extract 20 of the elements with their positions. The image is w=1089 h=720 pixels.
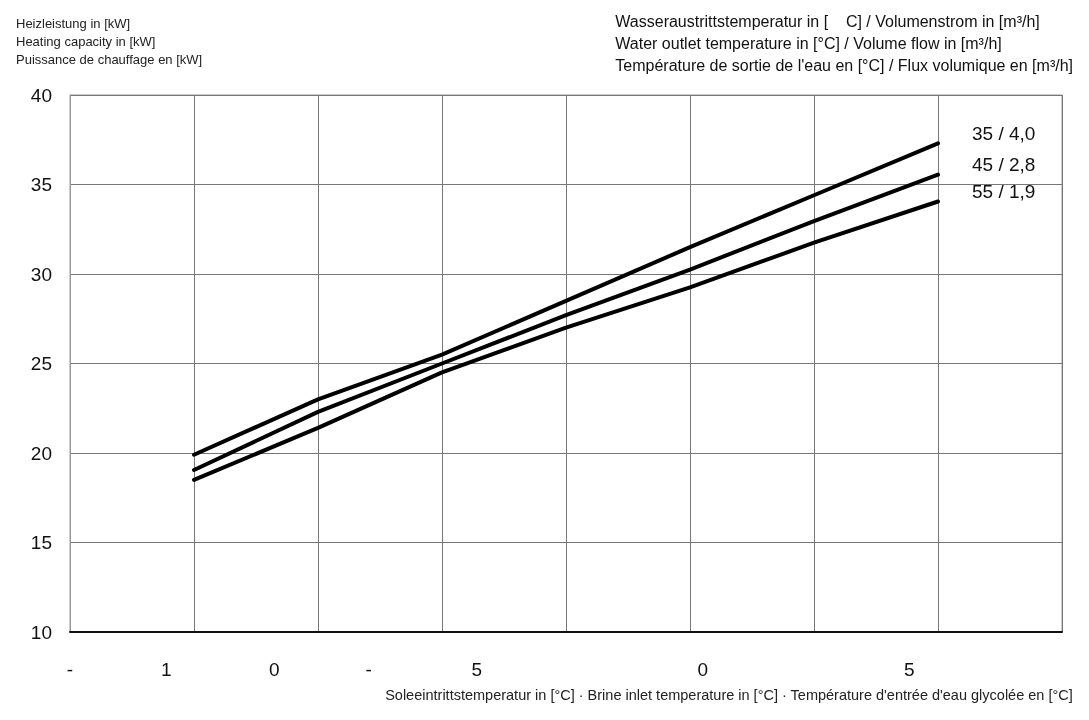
y-tick-label: 30 bbox=[30, 263, 52, 285]
legend-title: Wasseraustrittstemperatur in [ C] / Volumenstrom in [m³/h] Water outlet temperature in [°C] / Volume flow in [m³/h] Température de sortie de l'eau en [°C] / Flux volumique en [m³/h] bbox=[615, 12, 1073, 74]
text: 0 bbox=[269, 659, 280, 680]
y-tick-label: 20 bbox=[30, 442, 52, 464]
text: 5 bbox=[471, 659, 483, 680]
text: - bbox=[66, 659, 74, 680]
text: 1 bbox=[160, 659, 172, 680]
series-label: 45 / 2,8 bbox=[972, 154, 1036, 176]
y-tick-label: 35 bbox=[30, 174, 52, 195]
y-tick-label: 10 bbox=[30, 621, 52, 643]
y-axis-title: Heizleistung in [kW] Heating capacity in [kW] Puissance de chauffage en [kW] bbox=[16, 15, 203, 67]
series-label: 35 / 4,0 bbox=[972, 122, 1036, 144]
x-axis-title: Soleeintrittstemperatur in [°C] · Brine inlet temperature in [°C] · Température d'entrée d'eau glycolée en [°C] bbox=[385, 686, 1073, 703]
y-tick-label: 25 bbox=[30, 353, 52, 374]
y-tick-label: 15 bbox=[30, 532, 52, 553]
y-tick-label: 40 bbox=[30, 84, 52, 106]
text: - bbox=[365, 659, 372, 680]
series-label: 55 / 1,9 bbox=[972, 181, 1036, 203]
text: 0 bbox=[697, 659, 709, 680]
text: 5 bbox=[903, 659, 915, 680]
